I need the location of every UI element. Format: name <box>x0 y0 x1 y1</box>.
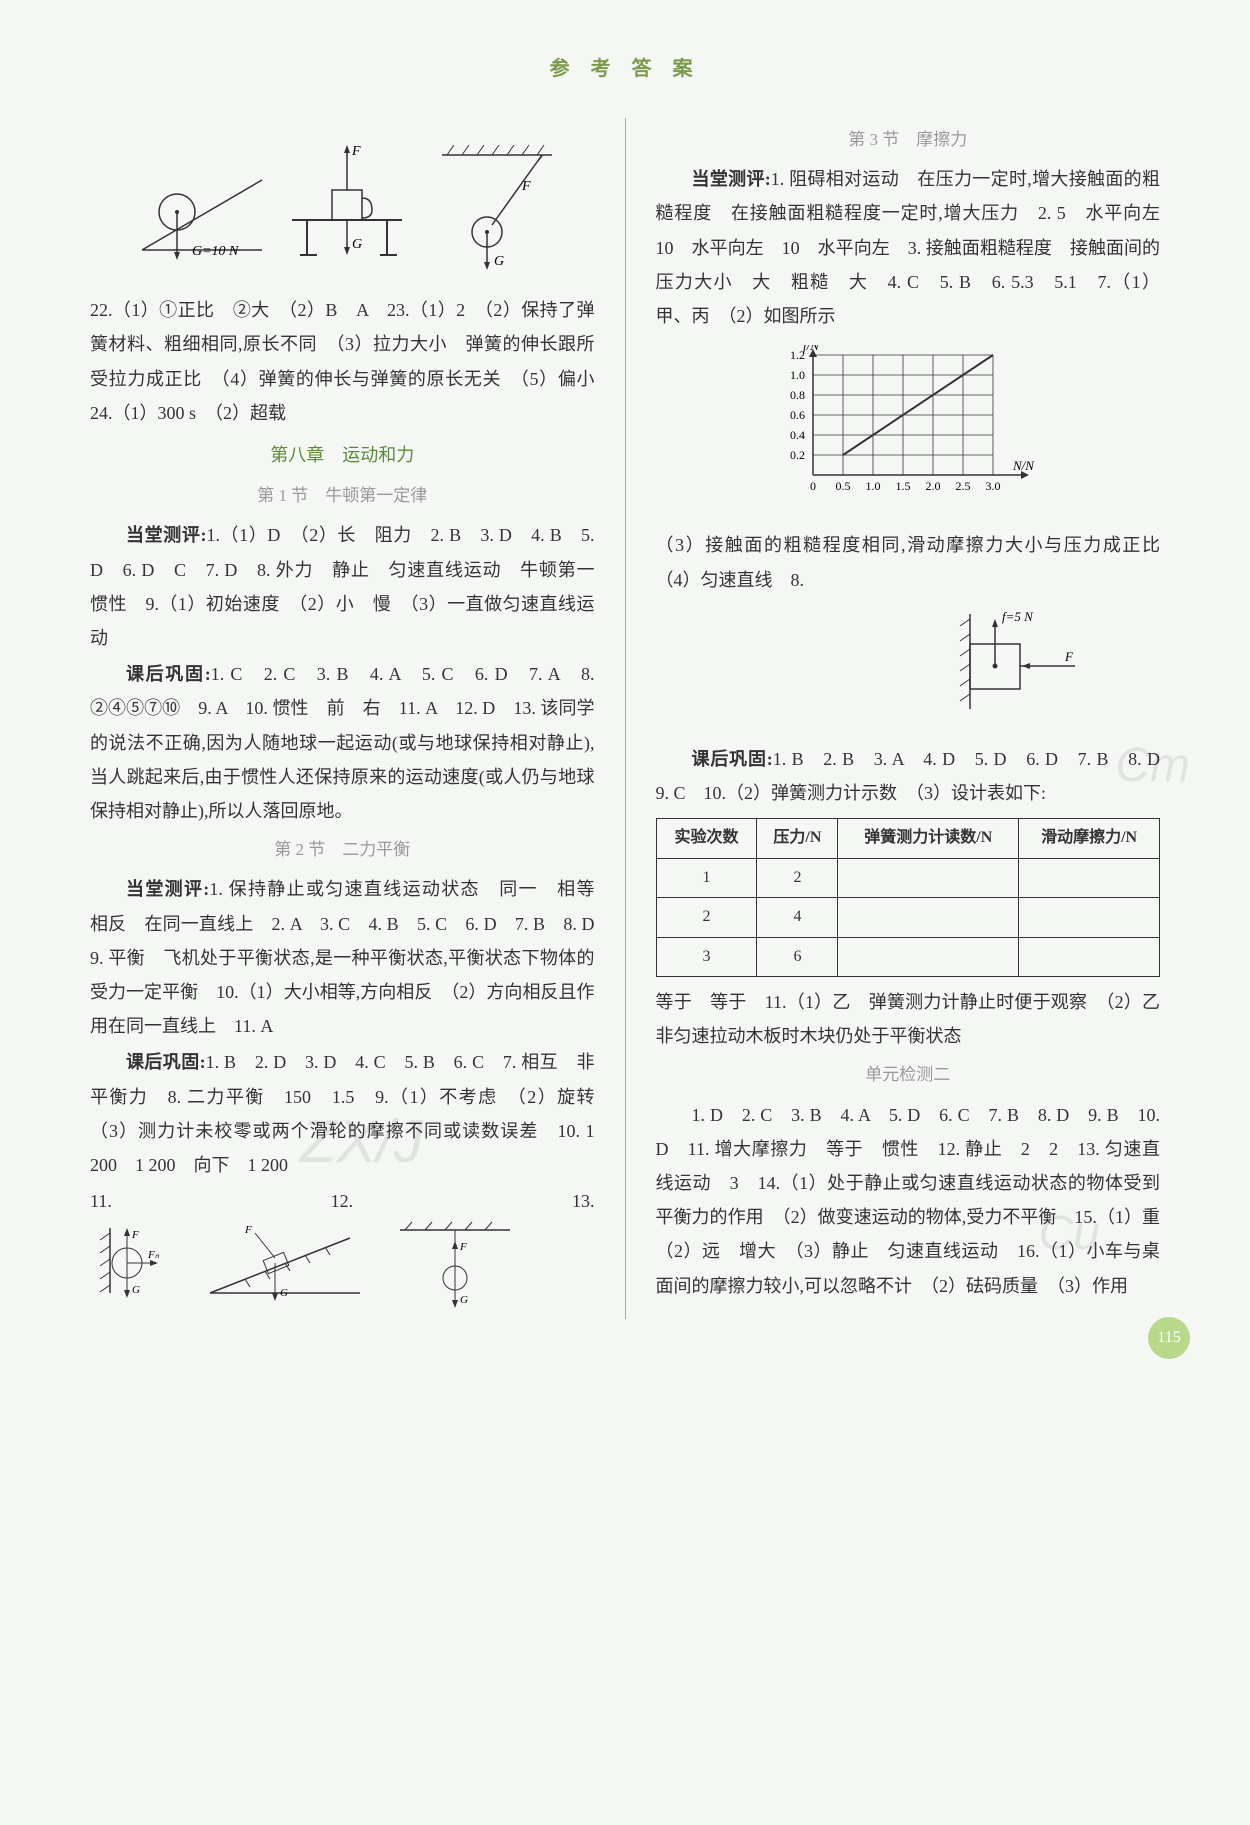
svg-text:2.0: 2.0 <box>925 479 940 493</box>
page-header: 参 考 答 案 <box>90 50 1160 88</box>
svg-text:Fₙ: Fₙ <box>147 1249 160 1261</box>
table-header: 压力/N <box>757 819 838 858</box>
diagram-q8-wall: f=5 N F <box>656 609 1161 730</box>
label-G10N: G=10 N <box>192 244 239 259</box>
sec3-kehou: 课后巩固:1. B 2. B 3. A 4. D 5. D 6. D 7. B … <box>656 742 1161 810</box>
table-header: 滑动摩擦力/N <box>1019 819 1160 858</box>
sec3-title: 第 3 节 摩擦力 <box>656 124 1161 156</box>
experiment-table: 实验次数压力/N弹簧测力计读数/N滑动摩擦力/N 122436 <box>656 818 1161 977</box>
diagram-q21-forces: G=10 N F G <box>90 130 595 281</box>
svg-text:G: G <box>280 1287 288 1299</box>
svg-text:G: G <box>132 1284 140 1296</box>
sec2-title: 第 2 节 二力平衡 <box>90 834 595 866</box>
svg-text:F: F <box>351 144 361 159</box>
sec3-cont: （3）接触面的粗糙程度相同,滑动摩擦力大小与压力成正比 （4）匀速直线 8. <box>656 528 1161 596</box>
svg-text:F: F <box>1064 649 1074 664</box>
left-column: G=10 N F G <box>90 118 595 1319</box>
svg-text:G: G <box>352 237 362 252</box>
svg-text:2.5: 2.5 <box>955 479 970 493</box>
svg-text:F: F <box>521 179 531 194</box>
answers-22-24: 22.（1）①正比 ②大 （2）B A 23.（1）2 （2）保持了弹簧材料、粗… <box>90 293 595 430</box>
svg-text:N/N: N/N <box>1012 458 1035 473</box>
svg-text:0.8: 0.8 <box>790 388 805 402</box>
sec2-kehou: 课后巩固:1. B 2. D 3. D 4. C 5. B 6. C 7. 相互… <box>90 1045 595 1182</box>
bottom-11-13: 11. 12. 13. F Fₙ G <box>90 1184 595 1319</box>
svg-text:1.0: 1.0 <box>790 368 805 382</box>
sec1-kehou: 课后巩固:1. C 2. C 3. B 4. A 5. C 6. D 7. A … <box>90 657 595 828</box>
line-chart-fN: 0.2 0.4 0.6 0.8 1.0 1.2 0 0.5 1.0 1.5 2.… <box>656 345 1161 516</box>
right-column: 第 3 节 摩擦力 当堂测评:1. 阻碍相对运动 在压力一定时,增大接触面的粗糙… <box>656 118 1161 1319</box>
table-row: 12 <box>656 858 1160 897</box>
svg-text:1.0: 1.0 <box>865 479 880 493</box>
svg-text:0.2: 0.2 <box>790 448 805 462</box>
svg-text:0.6: 0.6 <box>790 408 805 422</box>
svg-text:f=5 N: f=5 N <box>1002 609 1034 624</box>
svg-text:F: F <box>244 1224 252 1236</box>
content-columns: G=10 N F G <box>90 118 1160 1319</box>
svg-text:0.5: 0.5 <box>835 479 850 493</box>
svg-text:f/N: f/N <box>803 345 820 353</box>
table-header: 弹簧测力计读数/N <box>838 819 1019 858</box>
sec2-dangtang: 当堂测评:1. 保持静止或匀速直线运动状态 同一 相等 相反 在同一直线上 2.… <box>90 872 595 1043</box>
unit2-title: 单元检测二 <box>656 1059 1161 1091</box>
svg-text:3.0: 3.0 <box>985 479 1000 493</box>
table-header: 实验次数 <box>656 819 757 858</box>
svg-text:1.5: 1.5 <box>895 479 910 493</box>
sec3-cont2: 等于 等于 11.（1）乙 弹簧测力计静止时便于观察 （2）乙 非匀速拉动木板时… <box>656 985 1161 1053</box>
chapter8-title: 第八章 运动和力 <box>90 438 595 472</box>
sec1-title: 第 1 节 牛顿第一定律 <box>90 480 595 512</box>
svg-text:F: F <box>131 1229 139 1241</box>
column-divider <box>625 118 626 1319</box>
svg-text:G: G <box>460 1294 468 1306</box>
table-row: 24 <box>656 898 1160 937</box>
page-number: 115 <box>1148 1317 1190 1359</box>
svg-text:G: G <box>494 254 504 269</box>
svg-text:0: 0 <box>810 479 816 493</box>
svg-text:F: F <box>459 1241 467 1253</box>
svg-text:0.4: 0.4 <box>790 428 805 442</box>
table-row: 36 <box>656 937 1160 976</box>
sec1-dangtang: 当堂测评:1.（1）D （2）长 阻力 2. B 3. D 4. B 5. D … <box>90 518 595 655</box>
unit2-body: 1. D 2. C 3. B 4. A 5. D 6. C 7. B 8. D … <box>656 1098 1161 1303</box>
sec3-dangtang: 当堂测评:1. 阻碍相对运动 在压力一定时,增大接触面的粗糙程度 在接触面粗糙程… <box>656 162 1161 333</box>
